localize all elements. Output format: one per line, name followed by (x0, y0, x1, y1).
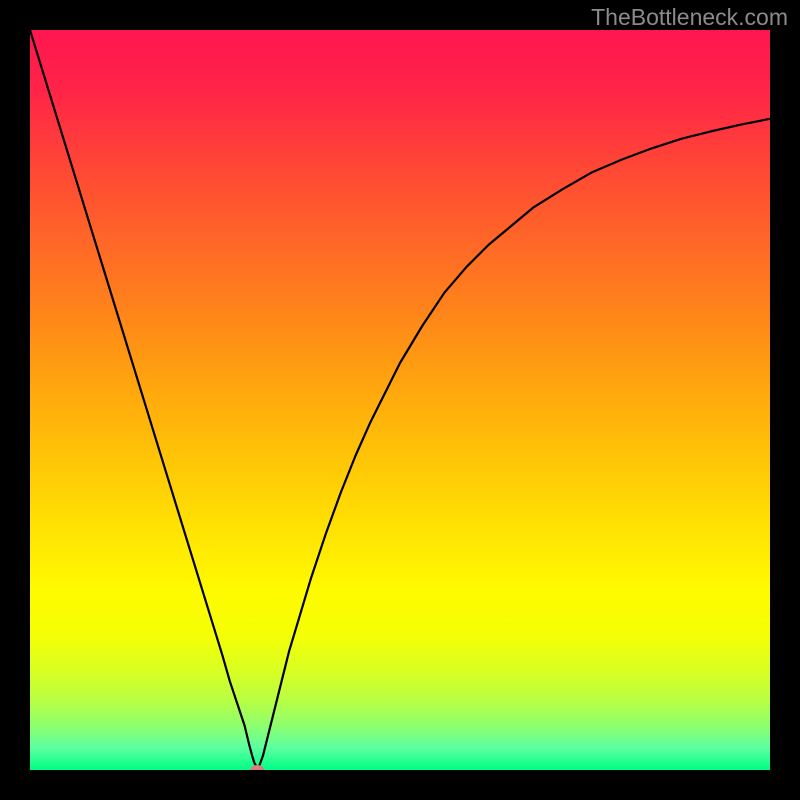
plot-area (30, 30, 770, 770)
chart-background (30, 30, 770, 770)
watermark-text: TheBottleneck.com (591, 4, 788, 31)
bottleneck-chart (30, 30, 770, 770)
chart-frame: TheBottleneck.com (0, 0, 800, 800)
